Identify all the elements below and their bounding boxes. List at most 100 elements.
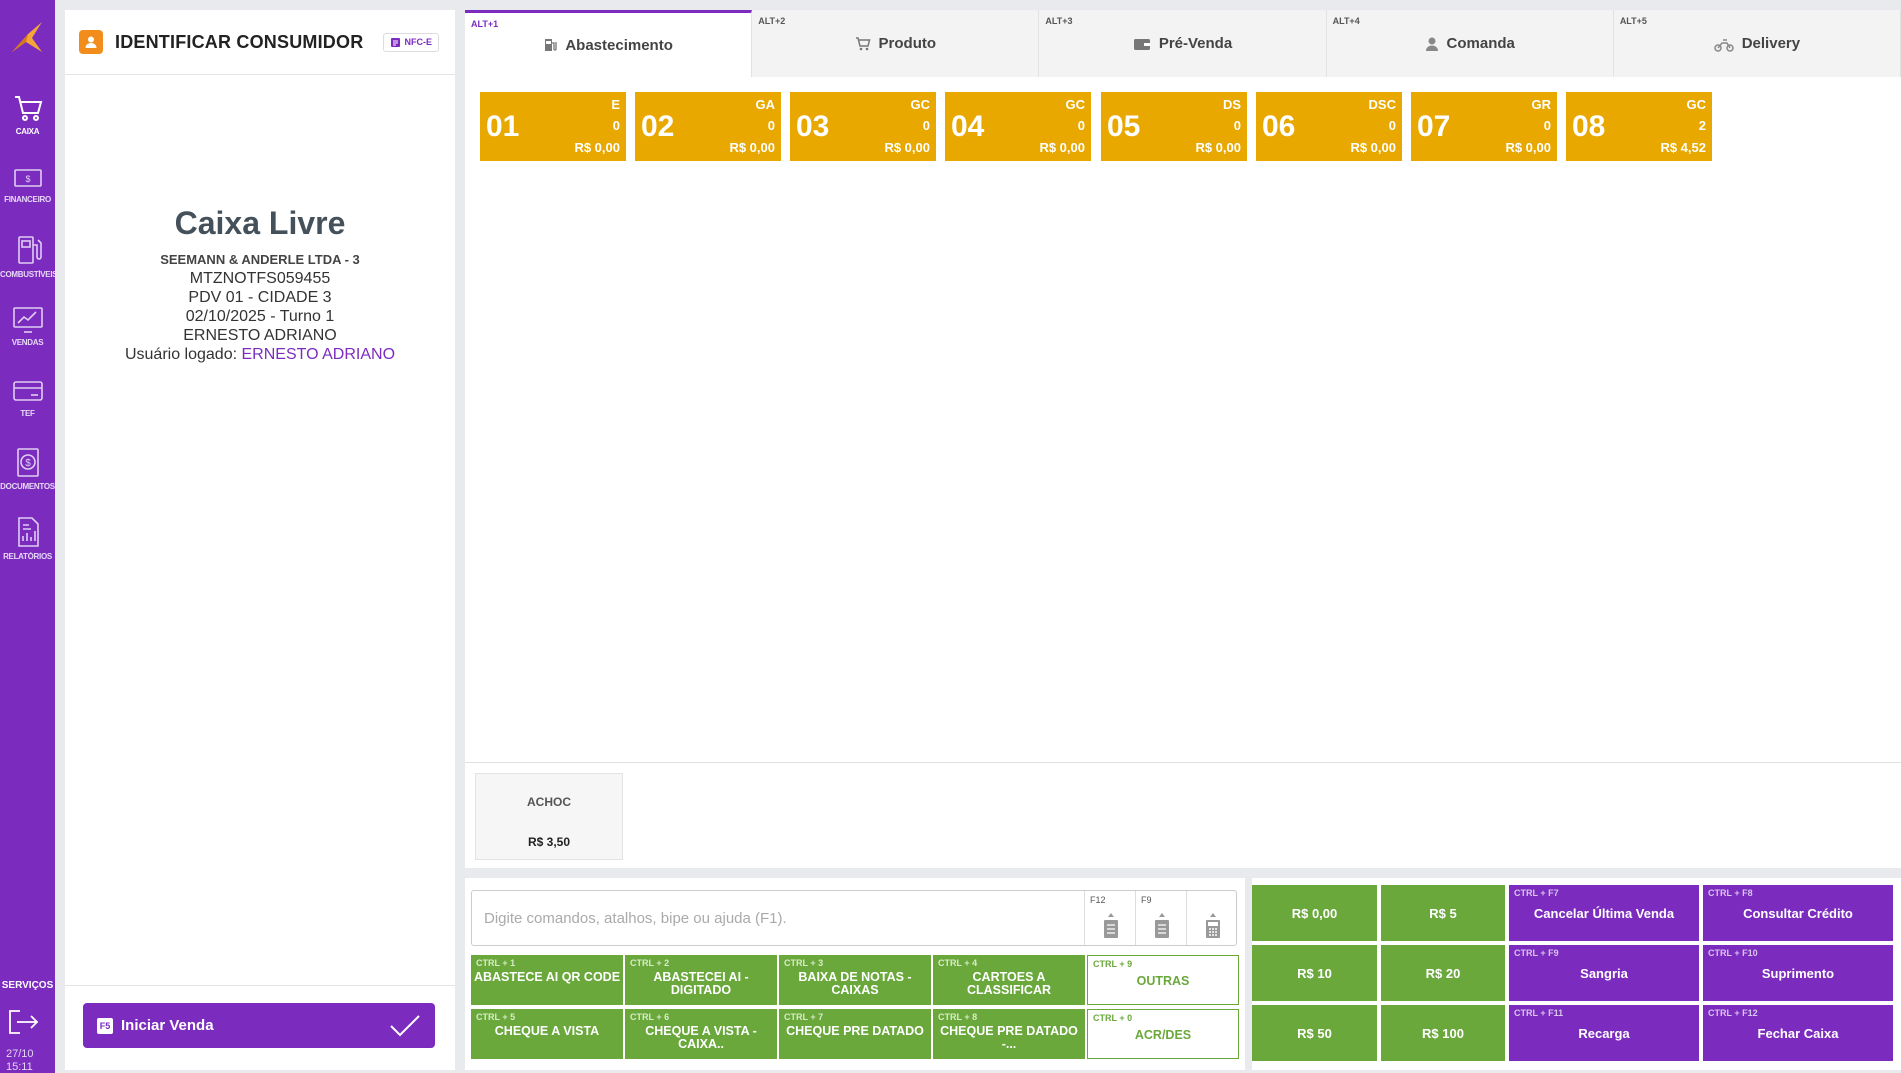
- tab-hotkey: ALT+5: [1619, 16, 1647, 26]
- person-icon: [1425, 37, 1438, 51]
- sidebar-item-combustiveis[interactable]: COMBUSTÍVEIS: [0, 233, 55, 303]
- services-label: SERVIÇOS: [1, 980, 54, 991]
- sidebar-item-label: DOCUMENTOS: [0, 482, 55, 491]
- pdv-info: PDV 01 - CIDADE 3: [188, 289, 332, 306]
- action-label: CHEQUE A VISTA - CAIXA..: [645, 1024, 757, 1051]
- sidebar-item-vendas[interactable]: VENDAS: [0, 305, 55, 375]
- sangria-button[interactable]: CTRL + F9 Sangria: [1509, 945, 1699, 1001]
- action-button[interactable]: CTRL + 3 BAIXA DE NOTAS - CAIXAS: [779, 955, 931, 1005]
- action-label: OUTRAS: [1136, 974, 1190, 988]
- tab-produto[interactable]: ALT+2 Produto: [752, 10, 1040, 77]
- tab-comanda[interactable]: ALT+4 Comanda: [1327, 10, 1614, 77]
- action-button[interactable]: CTRL + 6 CHEQUE A VISTA - CAIXA..: [625, 1009, 777, 1059]
- pump-number: 02: [641, 110, 675, 143]
- motorcycle-icon: [1713, 38, 1734, 52]
- command-panel: F12 F9 CTRL + 1 ABASTECE AI QR CODE CTRL …: [465, 878, 1245, 1070]
- status-title: Caixa Livre: [174, 205, 346, 241]
- pump-fuel: GC: [910, 97, 931, 112]
- sidebar-item-label: VENDAS: [11, 338, 44, 347]
- action-hotkey: CTRL + F11: [1514, 1008, 1564, 1018]
- consumer-header[interactable]: IDENTIFICAR CONSUMIDOR NFC-E: [65, 10, 455, 75]
- sidebar-item-financeiro[interactable]: $ FINANCEIRO: [0, 164, 55, 234]
- f9-button[interactable]: F9: [1135, 891, 1186, 945]
- action-button[interactable]: CTRL + 7 CHEQUE PRE DATADO: [779, 1009, 931, 1059]
- action-button[interactable]: CTRL + 4 CARTOES A CLASSIFICAR: [933, 955, 1085, 1005]
- cash-value-button[interactable]: R$ 20: [1381, 945, 1505, 1001]
- outras-button[interactable]: CTRL + 9 OUTRAS: [1087, 955, 1239, 1005]
- tab-pre-venda[interactable]: ALT+3 Pré-Venda: [1039, 10, 1327, 77]
- sidebar-item-caixa[interactable]: CAIXA: [0, 92, 55, 162]
- cash-value-button[interactable]: R$ 50: [1252, 1005, 1377, 1061]
- pump-value: R$ 4,52: [1660, 140, 1706, 155]
- pump-count: 0: [612, 118, 620, 133]
- action-label: CHEQUE A VISTA: [494, 1024, 600, 1038]
- tab-hotkey: ALT+4: [1332, 16, 1360, 26]
- start-sale-button[interactable]: F5 Iniciar Venda: [83, 1003, 435, 1048]
- pump-count: 0: [1388, 118, 1396, 133]
- suprimento-button[interactable]: CTRL + F10 Suprimento: [1703, 945, 1893, 1001]
- command-box: F12 F9: [471, 890, 1237, 946]
- consumer-title: IDENTIFICAR CONSUMIDOR: [115, 31, 364, 52]
- cash-value-button[interactable]: R$ 10: [1252, 945, 1377, 1001]
- pump-tile[interactable]: 04 GC 0 R$ 0,00: [945, 92, 1091, 161]
- action-hotkey: CTRL + F7: [1514, 888, 1559, 898]
- tab-bar: ALT+1 Abastecimento ALT+2 Produto ALT+3 …: [465, 10, 1901, 77]
- fuel-pump-icon: [17, 236, 42, 264]
- pump-fuel: GR: [1531, 97, 1552, 112]
- pump-tile[interactable]: 05 DS 0 R$ 0,00: [1101, 92, 1247, 161]
- logout-icon[interactable]: [6, 1007, 40, 1042]
- cash-value-button[interactable]: R$ 100: [1381, 1005, 1505, 1061]
- sidebar-item-tef[interactable]: TEF: [0, 376, 55, 446]
- pump-value: R$ 0,00: [729, 140, 775, 155]
- action-hotkey: CTRL + 6: [630, 1012, 670, 1022]
- acr-des-button[interactable]: CTRL + 0 ACR/DES: [1087, 1009, 1239, 1059]
- check-credit-button[interactable]: CTRL + F8 Consultar Crédito: [1703, 885, 1893, 941]
- action-hotkey: CTRL + 2: [630, 958, 670, 968]
- pump-tile[interactable]: 06 DSC 0 R$ 0,00: [1256, 92, 1402, 161]
- f9-hotkey: F9: [1141, 895, 1152, 905]
- pump-value: R$ 0,00: [1505, 140, 1551, 155]
- cash-value-button[interactable]: R$ 0,00: [1252, 885, 1377, 941]
- recarga-button[interactable]: CTRL + F11 Recarga: [1509, 1005, 1699, 1061]
- action-hotkey: CTRL + 3: [784, 958, 824, 968]
- consumer-panel: IDENTIFICAR CONSUMIDOR NFC-E Caixa Livre…: [65, 10, 455, 1070]
- clock-date: 27/10: [6, 1048, 34, 1060]
- quick-products: ACHOC R$ 3,50: [465, 763, 1901, 868]
- logged-user-name: ERNESTO ADRIANO: [241, 346, 396, 363]
- action-button[interactable]: CTRL + 1 ABASTECE AI QR CODE: [471, 955, 623, 1005]
- action-button[interactable]: CTRL + 2 ABASTECEI AI - DIGITADO: [625, 955, 777, 1005]
- pump-tile[interactable]: 07 GR 0 R$ 0,00: [1411, 92, 1557, 161]
- action-hotkey: CTRL + 5: [476, 1012, 516, 1022]
- command-input[interactable]: [472, 891, 1084, 945]
- cash-panel: R$ 0,00 R$ 5 CTRL + F7 Cancelar Última Ve…: [1252, 878, 1901, 1070]
- f12-button[interactable]: F12: [1084, 891, 1135, 945]
- cancel-last-sale-button[interactable]: CTRL + F7 Cancelar Última Venda: [1509, 885, 1699, 941]
- cash-value-button[interactable]: R$ 5: [1381, 885, 1505, 941]
- action-hotkey: CTRL + 8: [938, 1012, 978, 1022]
- pump-tile[interactable]: 02 GA 0 R$ 0,00: [635, 92, 781, 161]
- user-icon: [79, 30, 103, 54]
- pump-tile[interactable]: 03 GC 0 R$ 0,00: [790, 92, 936, 161]
- nfce-badge[interactable]: NFC-E: [382, 32, 439, 52]
- close-register-button[interactable]: CTRL + F12 Fechar Caixa: [1703, 1005, 1893, 1061]
- pump-number: 08: [1572, 110, 1606, 143]
- sidebar-item-documentos[interactable]: $ DOCUMENTOS: [0, 445, 55, 515]
- calculator-button[interactable]: [1186, 891, 1237, 945]
- sidebar-item-relatorios[interactable]: RELATÓRIOS: [0, 515, 55, 585]
- chart-monitor-icon: [12, 307, 43, 333]
- pump-number: 07: [1417, 110, 1451, 143]
- tab-delivery[interactable]: ALT+5 Delivery: [1614, 10, 1901, 77]
- action-label: CHEQUE PRE DATADO: [786, 1024, 924, 1038]
- document-dollar-icon: $: [16, 448, 39, 477]
- action-button[interactable]: CTRL + 8 CHEQUE PRE DATADO -...: [933, 1009, 1085, 1059]
- pump-tile[interactable]: 01 E 0 R$ 0,00: [480, 92, 626, 161]
- action-button[interactable]: CTRL + 5 CHEQUE A VISTA: [471, 1009, 623, 1059]
- pump-fuel: GC: [1065, 97, 1086, 112]
- sidebar-item-label: RELATÓRIOS: [3, 552, 52, 561]
- tab-abastecimento[interactable]: ALT+1 Abastecimento: [465, 10, 753, 77]
- calculator-icon: [1206, 913, 1220, 938]
- card-icon: [12, 381, 43, 401]
- quick-product-tile[interactable]: ACHOC R$ 3,50: [475, 773, 623, 860]
- pump-tile[interactable]: 08 GC 2 R$ 4,52: [1566, 92, 1712, 161]
